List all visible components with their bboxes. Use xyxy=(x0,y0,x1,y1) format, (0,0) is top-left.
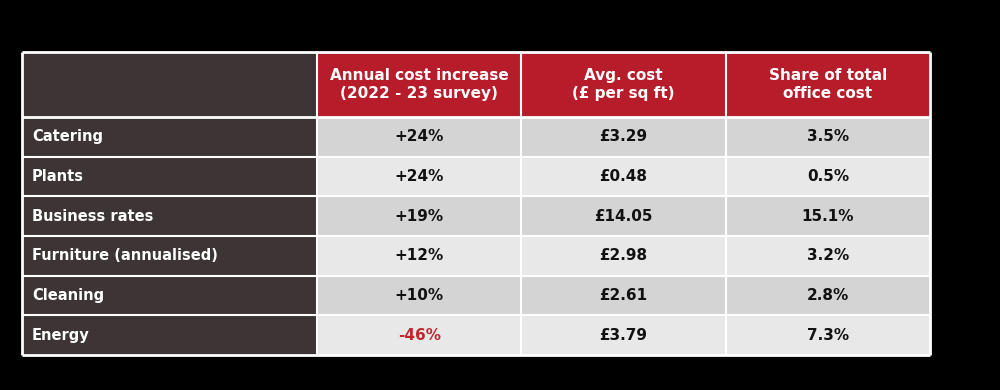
Bar xyxy=(317,117,521,157)
Text: 3.2%: 3.2% xyxy=(807,248,849,263)
Text: +24%: +24% xyxy=(395,169,444,184)
Bar xyxy=(22,197,317,236)
Text: 7.3%: 7.3% xyxy=(807,328,849,343)
Text: £2.61: £2.61 xyxy=(599,288,648,303)
Bar xyxy=(521,197,726,236)
Bar xyxy=(317,276,521,316)
Text: +12%: +12% xyxy=(395,248,444,263)
Text: +24%: +24% xyxy=(395,129,444,144)
Bar xyxy=(521,236,726,276)
Text: 2.8%: 2.8% xyxy=(807,288,849,303)
Bar xyxy=(521,276,726,316)
Text: +19%: +19% xyxy=(395,209,444,224)
Bar xyxy=(317,197,521,236)
Bar xyxy=(521,52,726,117)
Bar xyxy=(726,117,930,157)
Bar xyxy=(726,316,930,355)
Text: Share of total
office cost: Share of total office cost xyxy=(769,68,887,101)
Text: Furniture (annualised): Furniture (annualised) xyxy=(32,248,218,263)
Text: £14.05: £14.05 xyxy=(594,209,653,224)
Text: 0.5%: 0.5% xyxy=(807,169,849,184)
Bar xyxy=(317,157,521,197)
Bar xyxy=(726,236,930,276)
Bar xyxy=(521,316,726,355)
Bar xyxy=(317,316,521,355)
Text: Plants: Plants xyxy=(32,169,84,184)
Text: +10%: +10% xyxy=(395,288,444,303)
Bar xyxy=(22,52,317,117)
Bar xyxy=(317,52,521,117)
Text: £0.48: £0.48 xyxy=(600,169,648,184)
Text: £3.29: £3.29 xyxy=(599,129,648,144)
Text: Avg. cost
(£ per sq ft): Avg. cost (£ per sq ft) xyxy=(572,68,675,101)
Bar xyxy=(22,117,317,157)
Text: 3.5%: 3.5% xyxy=(807,129,849,144)
Bar xyxy=(726,197,930,236)
Text: Energy: Energy xyxy=(32,328,90,343)
Bar xyxy=(22,236,317,276)
Bar xyxy=(22,276,317,316)
Text: -46%: -46% xyxy=(398,328,441,343)
Text: Annual cost increase
(2022 - 23 survey): Annual cost increase (2022 - 23 survey) xyxy=(330,68,509,101)
Bar xyxy=(521,157,726,197)
Bar xyxy=(726,276,930,316)
Bar xyxy=(726,52,930,117)
Text: Catering: Catering xyxy=(32,129,103,144)
Bar xyxy=(726,157,930,197)
Text: Business rates: Business rates xyxy=(32,209,153,224)
Bar xyxy=(521,117,726,157)
Text: £3.79: £3.79 xyxy=(600,328,648,343)
Bar xyxy=(22,316,317,355)
Bar xyxy=(317,236,521,276)
Text: Cleaning: Cleaning xyxy=(32,288,104,303)
Text: 15.1%: 15.1% xyxy=(802,209,854,224)
Bar xyxy=(22,157,317,197)
Text: £2.98: £2.98 xyxy=(599,248,648,263)
